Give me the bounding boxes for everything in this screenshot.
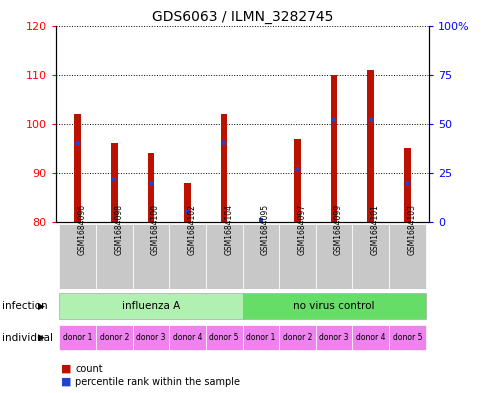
Text: percentile rank within the sample: percentile rank within the sample bbox=[75, 377, 240, 387]
Bar bbox=[220, 114, 227, 222]
Bar bbox=[111, 143, 118, 222]
Bar bbox=[293, 138, 300, 222]
Bar bbox=[184, 183, 191, 222]
Text: GSM1684095: GSM1684095 bbox=[260, 204, 269, 255]
Bar bbox=[206, 325, 242, 350]
Bar bbox=[133, 224, 169, 289]
Text: donor 1: donor 1 bbox=[63, 333, 92, 342]
Text: ▶: ▶ bbox=[38, 302, 45, 310]
Text: donor 3: donor 3 bbox=[318, 333, 348, 342]
Text: influenza A: influenza A bbox=[121, 301, 180, 311]
Text: count: count bbox=[75, 364, 103, 374]
Bar bbox=[366, 70, 373, 222]
Bar bbox=[133, 325, 169, 350]
Bar bbox=[60, 224, 96, 289]
Bar bbox=[60, 294, 242, 319]
Bar bbox=[242, 325, 278, 350]
Bar bbox=[388, 325, 424, 350]
Bar bbox=[330, 75, 337, 222]
Bar bbox=[315, 224, 351, 289]
Text: no virus control: no virus control bbox=[293, 301, 374, 311]
Text: GDS6063 / ILMN_3282745: GDS6063 / ILMN_3282745 bbox=[151, 10, 333, 24]
Bar bbox=[351, 224, 388, 289]
Bar bbox=[60, 325, 96, 350]
Bar bbox=[315, 325, 351, 350]
Text: ■: ■ bbox=[60, 377, 71, 387]
Text: GSM1684098: GSM1684098 bbox=[114, 204, 123, 255]
Text: GSM1684096: GSM1684096 bbox=[77, 204, 87, 255]
Text: GSM1684102: GSM1684102 bbox=[187, 204, 196, 255]
Bar bbox=[169, 325, 206, 350]
Text: donor 5: donor 5 bbox=[392, 333, 421, 342]
Text: GSM1684097: GSM1684097 bbox=[297, 204, 306, 255]
Text: donor 1: donor 1 bbox=[245, 333, 275, 342]
Text: ■: ■ bbox=[60, 364, 71, 374]
Bar bbox=[96, 325, 133, 350]
Text: donor 2: donor 2 bbox=[100, 333, 129, 342]
Bar bbox=[169, 224, 206, 289]
Text: donor 3: donor 3 bbox=[136, 333, 166, 342]
Bar bbox=[242, 294, 424, 319]
Bar bbox=[403, 148, 409, 222]
Bar bbox=[75, 114, 81, 222]
Text: infection: infection bbox=[2, 301, 48, 311]
Bar bbox=[278, 224, 315, 289]
Bar bbox=[388, 224, 424, 289]
Bar bbox=[242, 224, 278, 289]
Text: GSM1684100: GSM1684100 bbox=[151, 204, 160, 255]
Text: donor 5: donor 5 bbox=[209, 333, 239, 342]
Text: individual: individual bbox=[2, 332, 53, 343]
Text: GSM1684103: GSM1684103 bbox=[407, 204, 415, 255]
Text: donor 4: donor 4 bbox=[355, 333, 385, 342]
Text: GSM1684104: GSM1684104 bbox=[224, 204, 233, 255]
Text: GSM1684101: GSM1684101 bbox=[370, 204, 379, 255]
Bar bbox=[96, 224, 133, 289]
Bar bbox=[351, 325, 388, 350]
Text: donor 2: donor 2 bbox=[282, 333, 312, 342]
Text: donor 4: donor 4 bbox=[172, 333, 202, 342]
Bar bbox=[278, 325, 315, 350]
Bar bbox=[206, 224, 242, 289]
Text: ▶: ▶ bbox=[38, 333, 45, 342]
Text: GSM1684099: GSM1684099 bbox=[333, 204, 342, 255]
Bar bbox=[147, 153, 154, 222]
